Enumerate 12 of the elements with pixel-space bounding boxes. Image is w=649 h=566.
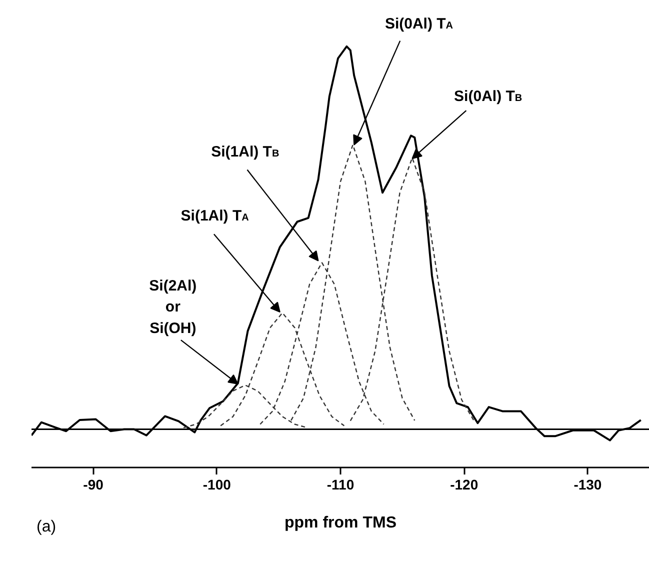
x-axis-title: ppm from TMS [284, 514, 397, 532]
x-tick-label: -100 [202, 476, 232, 492]
annotation: Si(1Al) TB [211, 143, 280, 160]
x-tick-label: -120 [450, 476, 478, 492]
annotation: Si(1Al) TA [180, 208, 249, 225]
x-tick-label: -90 [83, 476, 104, 492]
x-tick-label: -130 [574, 476, 602, 492]
annotation: Si(2Al) or Si(OH) [149, 277, 197, 337]
annotation: Si(0Al) TB [454, 88, 522, 106]
annotation: Si(0Al) TA [384, 15, 454, 32]
text: (a) [36, 518, 56, 536]
x-tick-label: -110 [326, 476, 354, 492]
